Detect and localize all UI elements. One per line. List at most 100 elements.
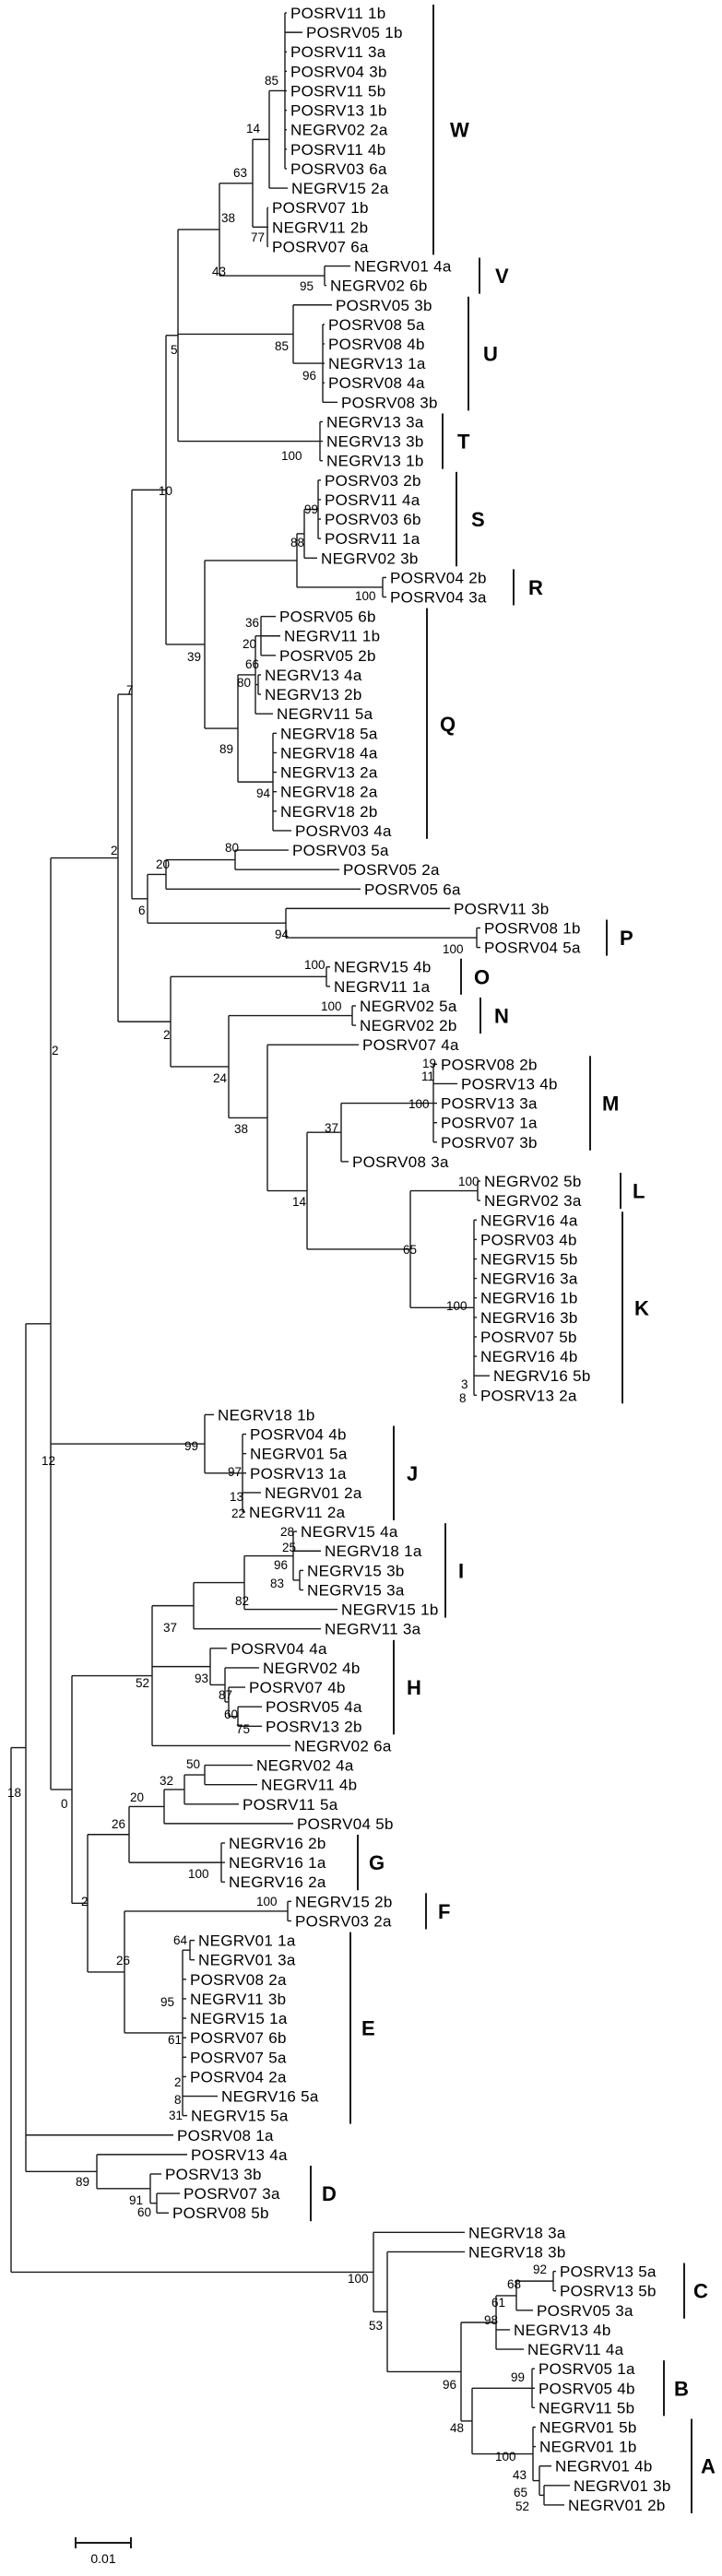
bootstrap-value: 80 (225, 841, 239, 855)
bootstrap-value: 25 (282, 1541, 296, 1554)
bootstrap-value: 100 (321, 999, 342, 1013)
taxon-label: NEGRV15 3a (307, 1581, 405, 1599)
taxon-label: POSRV07 3b (441, 1134, 538, 1152)
taxon-label: NEGRV02 2b (360, 1017, 457, 1034)
taxon-label: NEGRV15 4a (301, 1523, 398, 1541)
bootstrap-value: 82 (235, 1594, 249, 1608)
taxon-label: POSRV05 2b (279, 647, 376, 665)
taxon-label: POSRV08 4a (328, 374, 425, 392)
bootstrap-value: 100 (443, 942, 464, 956)
bootstrap-value: 93 (195, 1672, 208, 1685)
bootstrap-value: 100 (281, 449, 302, 463)
taxon-label: NEGRV11 5b (539, 2399, 634, 2416)
scale-bar-label: 0.01 (90, 2551, 115, 2566)
taxon-label: NEGRV15 2b (295, 1893, 393, 1910)
bootstrap-value: 26 (112, 1817, 125, 1831)
bootstrap-value: 26 (116, 1954, 130, 1967)
bootstrap-value: 85 (275, 339, 289, 353)
bootstrap-value: 96 (443, 2378, 456, 2392)
clade-letter: L (633, 1180, 645, 1203)
clade-letter: K (634, 1296, 649, 1319)
bootstrap-value: 52 (515, 2499, 529, 2513)
bootstrap-value: 96 (302, 369, 316, 383)
taxon-label: POSRV08 3a (352, 1153, 449, 1171)
taxon-label: NEGRV02 2a (290, 122, 388, 139)
bootstrap-value: 94 (256, 786, 271, 800)
taxon-label: NEGRV11 1b (284, 628, 380, 645)
taxon-label: NEGRV18 4a (280, 744, 378, 762)
clade-letter: P (620, 927, 633, 950)
taxon-label: NEGRV18 3a (468, 2224, 566, 2241)
bootstrap-value: 99 (184, 1439, 198, 1453)
taxon-label: POSRV08 2a (190, 1971, 287, 1989)
taxon-label: POSRV05 3b (336, 297, 432, 314)
bootstrap-value: 100 (408, 1097, 430, 1111)
taxon-label: POSRV11 4b (290, 141, 386, 159)
bootstrap-value: 10 (159, 484, 172, 498)
bootstrap-value: 39 (187, 650, 201, 664)
bootstrap-value: 0 (61, 1797, 68, 1811)
taxon-label: NEGRV02 6a (294, 1737, 392, 1755)
bootstrap-value: 2 (52, 1044, 59, 1058)
bootstrap-value: 80 (237, 676, 251, 690)
clade-letter: D (322, 2182, 337, 2205)
taxon-label: POSRV03 2b (325, 472, 421, 490)
taxon-label: POSRV07 1b (272, 199, 369, 217)
bootstrap-value: 77 (251, 230, 265, 244)
taxon-label: NEGRV18 3b (468, 2243, 566, 2261)
taxon-label: NEGRV13 4b (514, 2322, 611, 2339)
taxon-label: POSRV05 2a (343, 861, 440, 879)
bootstrap-value: 89 (219, 742, 233, 756)
bootstrap-value: 2 (163, 1028, 171, 1042)
taxon-label: POSRV05 6a (364, 880, 461, 898)
bootstrap-value: 88 (290, 536, 304, 549)
bootstrap-value: 31 (169, 2109, 183, 2122)
taxon-label: POSRV11 3a (290, 43, 386, 61)
taxon-label: POSRV07 1a (441, 1115, 538, 1132)
bootstrap-value: 53 (369, 2319, 383, 2333)
taxon-label: POSRV05 4b (539, 2380, 635, 2397)
clade-letter: Q (440, 713, 456, 736)
taxon-label: NEGRV11 3a (325, 1621, 421, 1638)
taxon-label: POSRV13 3a (441, 1095, 538, 1113)
clade-letter: J (407, 1462, 418, 1485)
taxon-label: NEGRV16 2a (229, 1873, 326, 1891)
bootstrap-value: 3 (461, 1377, 468, 1391)
bootstrap-value: 37 (163, 1621, 177, 1635)
clade-letter: M (602, 1093, 619, 1116)
bootstrap-value: 18 (7, 1786, 21, 1800)
bootstrap-value: 14 (246, 122, 261, 136)
bootstrap-value: 2 (111, 844, 118, 857)
taxon-label: NEGRV15 4b (334, 959, 432, 976)
bootstrap-value: 95 (300, 279, 314, 293)
bootstrap-value: 12 (41, 1454, 55, 1468)
taxon-label: NEGRV01 4a (354, 258, 452, 276)
bootstrap-value: 99 (511, 2370, 525, 2384)
taxon-label: POSRV07 5a (190, 2049, 287, 2066)
taxon-label: POSRV03 2a (295, 1912, 392, 1930)
taxon-label: POSRV03 5a (292, 842, 389, 859)
bootstrap-value: 99 (304, 502, 318, 516)
taxon-label: NEGRV16 5b (493, 1367, 591, 1385)
taxon-label: NEGRV13 2a (280, 764, 378, 782)
taxon-label: POSRV08 1a (177, 2127, 274, 2145)
bootstrap-value: 85 (265, 74, 278, 88)
bootstrap-value: 28 (280, 1525, 294, 1539)
taxon-label: NEGRV01 1a (198, 1932, 296, 1950)
taxon-label: POSRV08 5a (328, 316, 425, 334)
bootstrap-value: 11 (421, 1069, 434, 1083)
taxon-label: POSRV07 4b (249, 1679, 346, 1696)
taxon-label: NEGRV15 1a (190, 2010, 288, 2027)
taxon-label: NEGRV01 1b (539, 2439, 637, 2456)
clade-letter: W (450, 119, 469, 142)
taxon-label: POSRV05 1b (306, 24, 403, 41)
taxon-label: POSRV04 2a (190, 2068, 287, 2086)
taxon-label: POSRV11 3b (454, 900, 550, 917)
bootstrap-value: 61 (491, 2296, 505, 2310)
bootstrap-value: 92 (533, 2263, 547, 2276)
bootstrap-value: 8 (459, 1391, 467, 1405)
taxon-label: NEGRV02 3a (484, 1192, 582, 1210)
taxon-label: NEGRV13 1a (328, 355, 426, 372)
taxon-label: NEGRV16 3b (480, 1309, 578, 1327)
